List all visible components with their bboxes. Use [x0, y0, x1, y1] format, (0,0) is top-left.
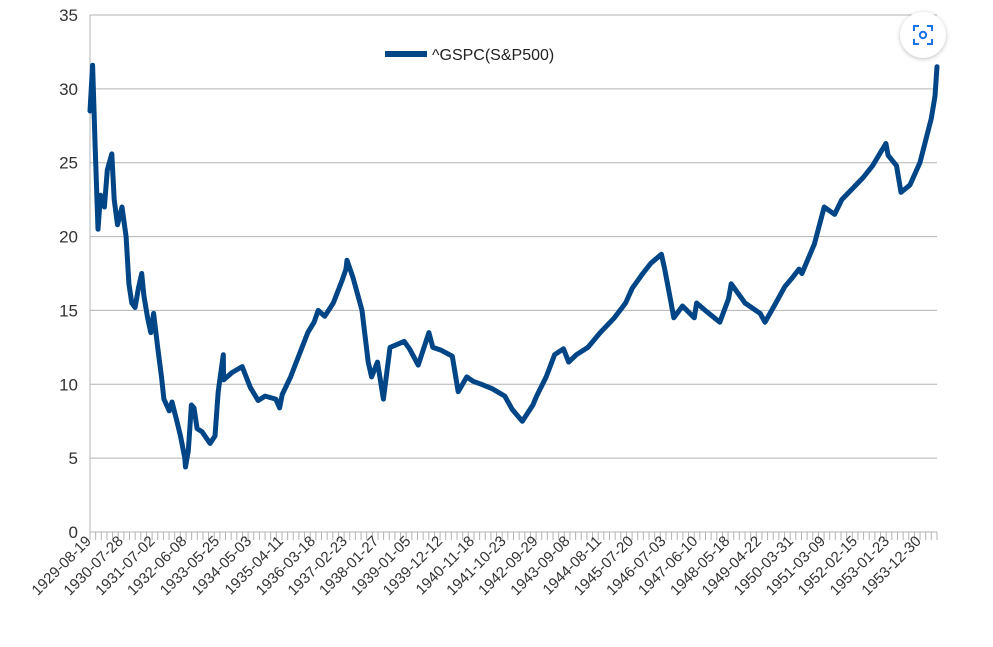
y-tick-label: 25: [59, 154, 78, 173]
plot-area: [87, 62, 940, 470]
y-tick-label: 30: [59, 80, 78, 99]
y-tick-label: 15: [59, 301, 78, 320]
y-tick-label: 35: [59, 6, 78, 25]
y-tick-label: 10: [59, 375, 78, 394]
x-axis: 1929-08-191930-07-281931-07-021932-06-08…: [29, 531, 938, 599]
legend-label: ^GSPC(S&P500): [432, 47, 554, 64]
y-tick-label: 5: [69, 449, 78, 468]
y-tick-label: 0: [69, 523, 78, 542]
series-line-gspc: [87, 62, 940, 470]
gridlines: [90, 14, 937, 533]
y-axis: 0 5 10 15 20 25 30 35: [59, 6, 91, 542]
y-tick-label: 20: [59, 228, 78, 247]
visual-search-icon: [913, 25, 933, 45]
visual-search-button[interactable]: [900, 12, 946, 58]
legend: ^GSPC(S&P500): [385, 47, 554, 64]
